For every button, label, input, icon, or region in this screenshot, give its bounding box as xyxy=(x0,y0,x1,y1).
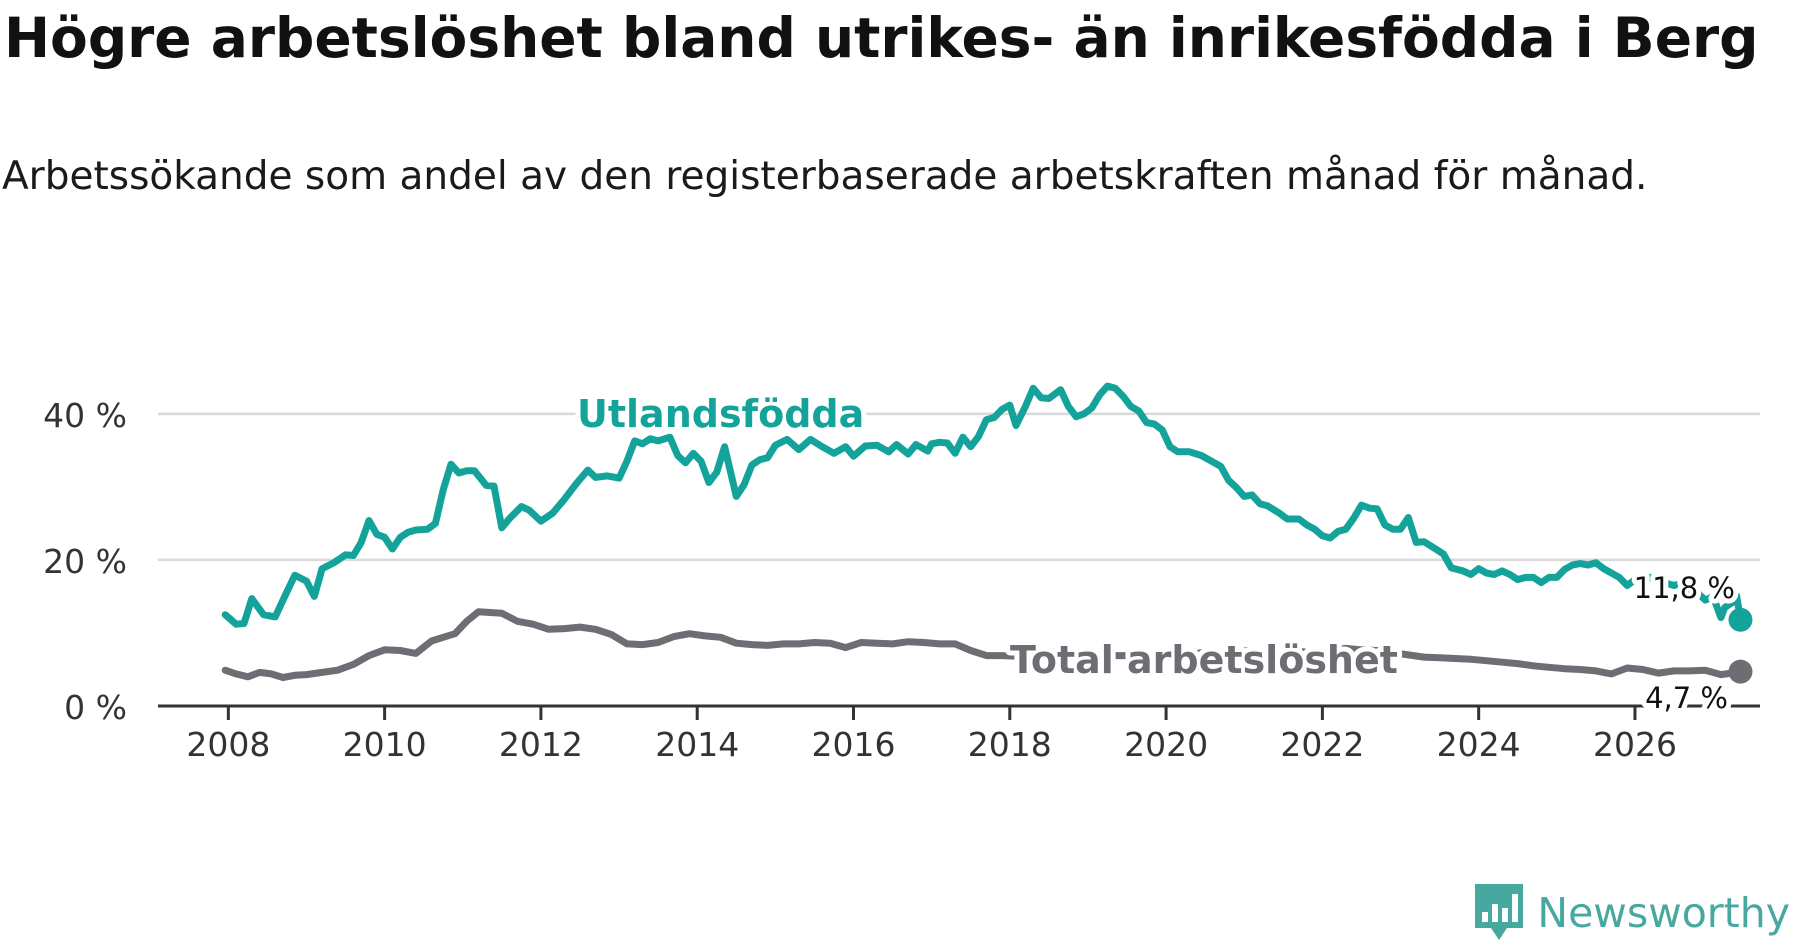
y-tick-label: 0 % xyxy=(64,688,127,727)
x-tick-label: 2008 xyxy=(186,725,270,764)
x-tick-label: 2010 xyxy=(343,725,427,764)
end-value-utlandsfodda: 11,8 % xyxy=(1634,571,1735,605)
chart-x-axis: 2008 2010 2012 2014 2016 2018 2020 2022 2024 2026 xyxy=(158,704,1760,764)
series-end-marker xyxy=(1728,659,1753,684)
end-value-total: 4,7 % xyxy=(1645,681,1728,715)
series-line-total xyxy=(221,608,1744,681)
series-end-marker xyxy=(1728,607,1753,632)
y-tick-label: 40 % xyxy=(43,396,127,435)
chart-grid: 0 % 20 % 40 % xyxy=(43,396,1760,727)
x-tick-label: 2014 xyxy=(655,725,739,764)
y-tick-label: 20 % xyxy=(43,542,127,581)
x-tick-label: 2018 xyxy=(968,725,1052,764)
x-tick-label: 2016 xyxy=(812,725,896,764)
series-line-utlandsfodda xyxy=(221,382,1744,628)
brand-name: Newsworthy xyxy=(1537,889,1790,937)
series-label-utlandsfodda: Utlandsfödda xyxy=(577,392,864,436)
newsworthy-logo-icon xyxy=(1475,884,1524,940)
x-tick-label: 2026 xyxy=(1593,725,1677,764)
x-tick-label: 2020 xyxy=(1124,725,1208,764)
chart-title: Högre arbetslöshet bland utrikes- än inr… xyxy=(4,6,1759,70)
x-tick-label: 2012 xyxy=(499,725,583,764)
chart-subtitle: Arbetssökande som andel av den registerb… xyxy=(2,154,1648,199)
brand: Newsworthy xyxy=(1473,878,1790,948)
series-label-total: Total arbetslöshet xyxy=(1010,638,1398,682)
chart-labels: Utlandsfödda Total arbetslöshet 11,8 % 4,7 … xyxy=(572,387,1740,720)
x-tick-label: 2022 xyxy=(1280,725,1364,764)
chart-series xyxy=(221,382,1753,684)
x-tick-label: 2024 xyxy=(1437,725,1521,764)
